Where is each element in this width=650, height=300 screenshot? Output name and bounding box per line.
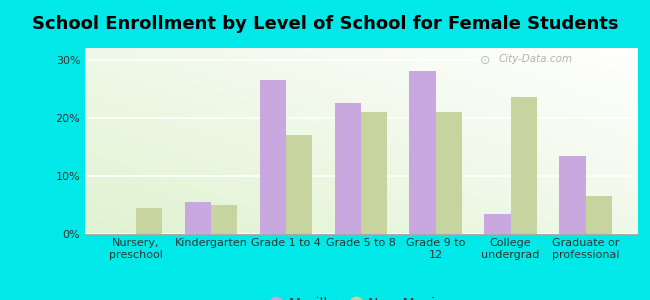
Text: City-Data.com: City-Data.com [499, 54, 573, 64]
Bar [436, 112, 462, 234]
Bar [560, 155, 586, 234]
Bar [286, 135, 312, 234]
Bar [484, 214, 511, 234]
Text: School Enrollment by Level of School for Female Students: School Enrollment by Level of School for… [32, 15, 618, 33]
Bar [586, 196, 612, 234]
Bar [211, 205, 237, 234]
Bar [185, 202, 211, 234]
Bar [511, 98, 537, 234]
Bar [410, 71, 436, 234]
Bar [136, 208, 162, 234]
Bar [335, 103, 361, 234]
Legend: Mesilla, New Mexico: Mesilla, New Mexico [266, 293, 456, 300]
Text: ⊙: ⊙ [480, 54, 490, 67]
Bar [361, 112, 387, 234]
Bar [259, 80, 286, 234]
